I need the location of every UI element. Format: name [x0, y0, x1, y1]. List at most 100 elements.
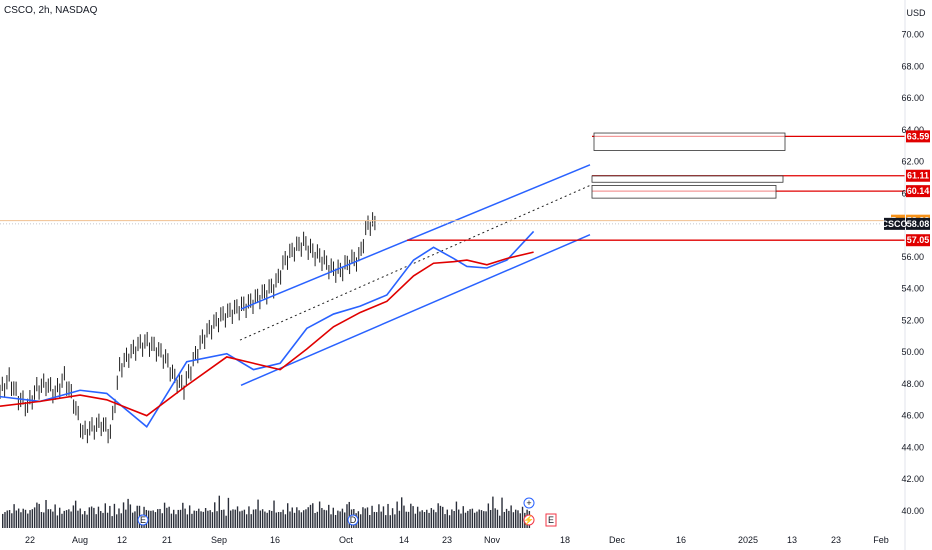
volume-bar	[70, 511, 72, 528]
volume-bar	[216, 511, 218, 528]
volume-bar	[521, 506, 524, 528]
volume-bar	[291, 507, 293, 528]
volume-bar	[22, 508, 24, 528]
channel-upper-line[interactable]	[240, 164, 591, 310]
earnings-marker-icon[interactable]	[137, 514, 149, 526]
volume-bar	[394, 514, 396, 528]
add-event-icon[interactable]	[523, 497, 535, 509]
volume-bar	[298, 510, 300, 528]
volume-bar	[519, 513, 521, 528]
volume-bar	[59, 507, 61, 528]
trend-dotted-line[interactable]	[239, 184, 591, 341]
x-tick-label: Nov	[484, 535, 501, 545]
volume-bar	[186, 514, 189, 528]
volume-bar	[198, 508, 200, 528]
volume-bar	[97, 506, 100, 528]
volume-bar	[328, 504, 330, 528]
volume-bar	[280, 512, 282, 528]
x-tick-label: 21	[162, 535, 172, 545]
price-tag: 57.05	[907, 235, 930, 245]
target-zone[interactable]	[591, 185, 777, 199]
earnings-marker-label: E	[140, 515, 146, 525]
volume-bar	[309, 504, 312, 528]
volume-bar	[464, 512, 467, 528]
volume-bar	[419, 511, 421, 528]
dividend-marker-label: D	[350, 515, 357, 525]
ma-fast-line[interactable]	[0, 230, 535, 428]
y-tick-label: 46.00	[901, 411, 924, 421]
volume-bar	[312, 503, 314, 528]
volume-bar	[314, 513, 316, 528]
event-markers[interactable]: E D + ⚡ E	[137, 497, 557, 527]
volume-bar	[410, 503, 412, 528]
price-tag-bg	[906, 234, 930, 247]
volume-bar	[243, 509, 246, 528]
flash-event-icon[interactable]	[523, 514, 535, 526]
volume-bar	[476, 511, 478, 528]
volume-bar	[209, 510, 211, 528]
y-tick-label: 70.00	[901, 30, 924, 40]
volume-bar	[6, 510, 8, 528]
volume-bar	[36, 502, 38, 528]
upcoming-earnings-icon[interactable]	[545, 513, 557, 527]
volume-bar	[129, 504, 132, 528]
volume-bar	[154, 512, 157, 528]
last-price-tag-bg	[906, 217, 930, 230]
volume-bar	[366, 507, 369, 528]
volume-bar	[300, 512, 303, 528]
volume-bar	[446, 509, 448, 528]
volume-bar	[241, 510, 243, 528]
volume-bar	[437, 503, 439, 528]
price-tag-bg	[906, 130, 930, 143]
volume-bar	[378, 504, 380, 528]
price-tag-bg	[906, 185, 930, 198]
y-tick-label: 52.00	[901, 315, 924, 325]
volume-bar	[24, 509, 27, 528]
volume-bar	[63, 510, 65, 528]
ma-slow-line[interactable]	[0, 251, 534, 417]
channel-lower-line[interactable]	[240, 233, 591, 386]
volume-bar	[510, 505, 512, 528]
volume-bar	[451, 509, 453, 528]
volume-bar	[191, 513, 193, 528]
volume-bar	[467, 510, 469, 528]
volume-bar	[473, 512, 476, 528]
y-tick-label: 62.00	[901, 157, 924, 167]
volume-bar	[398, 510, 401, 528]
target-zone[interactable]	[593, 132, 786, 151]
volume-bar	[337, 510, 339, 528]
volume-bar	[448, 515, 451, 528]
volume-bar	[33, 507, 36, 528]
volume-bar	[225, 515, 227, 528]
volume-bar	[81, 514, 84, 528]
y-tick-label: 66.00	[901, 93, 924, 103]
volume-bar	[517, 510, 519, 528]
volume-bar	[403, 505, 405, 528]
currency-label[interactable]: USD	[906, 8, 926, 18]
x-tick-label: 23	[831, 535, 841, 545]
volume-bar	[275, 512, 277, 528]
volume-bar	[469, 509, 471, 528]
volume-bar	[316, 511, 319, 528]
volume-bar	[499, 515, 501, 528]
time-axis[interactable]: 22 Aug 12 21 Sep 16 Oct 14 23 Nov 18 Dec 16 2025 13 23 F…	[25, 535, 889, 545]
dividend-marker-icon[interactable]	[347, 514, 359, 526]
volume-bar	[341, 508, 344, 528]
volume-bar	[245, 514, 248, 528]
volume-bar	[344, 512, 346, 528]
volume-bar	[79, 508, 81, 528]
volume-bar	[29, 510, 31, 528]
volume-bar	[88, 507, 91, 528]
volume-bar	[188, 505, 191, 528]
volume-bar	[471, 508, 474, 528]
volume-bar	[77, 510, 79, 528]
volume-bar	[380, 511, 382, 528]
volume-bar	[8, 510, 11, 528]
volume-bar	[182, 502, 184, 528]
volume-bar	[348, 501, 350, 528]
target-zone[interactable]	[591, 175, 784, 183]
volume-bar	[439, 505, 442, 528]
volume-bar	[287, 503, 289, 528]
